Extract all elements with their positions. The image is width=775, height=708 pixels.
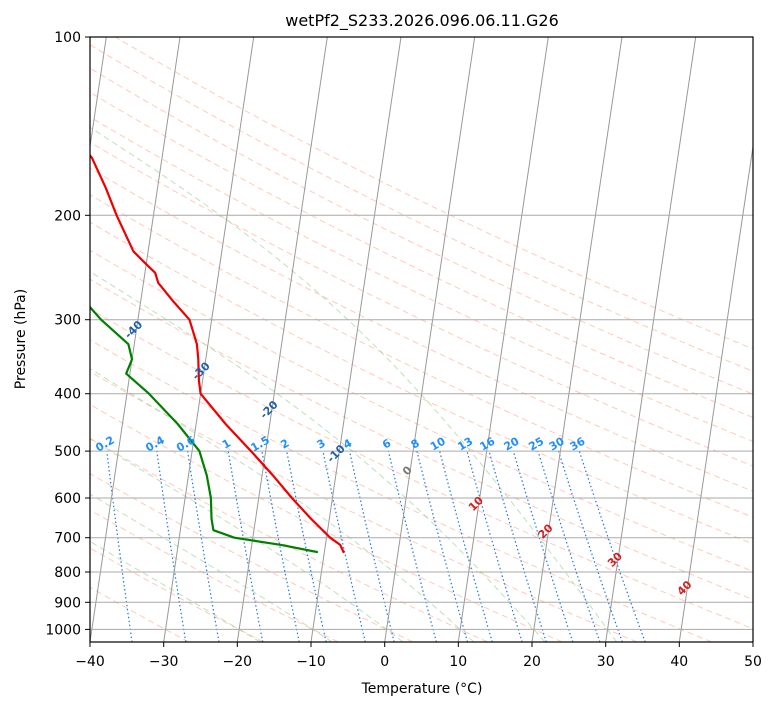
dry-adiabat-line (90, 167, 753, 492)
isotherm-label-warm: 20 (536, 521, 556, 541)
isotherm-label: -50 (55, 276, 78, 299)
moist-adiabat-line (90, 438, 404, 642)
y-tick-label: 300 (54, 313, 81, 329)
isotherm-line (752, 638, 753, 642)
dry-adiabat-line (90, 547, 264, 642)
isotherm-line (605, 37, 697, 642)
mixing-ratio-line (227, 450, 264, 642)
mixing-ratio-line (416, 450, 469, 642)
x-tick-label: −20 (223, 654, 253, 670)
temperature-profile-line (90, 153, 345, 554)
dry-adiabat-line (90, 308, 753, 630)
isotherm-label: -20 (257, 398, 280, 421)
isotherm-label: -60 (0, 235, 10, 258)
isotherm-label: -40 (122, 318, 145, 341)
dry-adiabat-line (90, 371, 638, 642)
mixing-ratio-line (106, 451, 133, 642)
plot-frame (89, 36, 754, 643)
mixing-ratio-line (557, 450, 623, 642)
mixing-ratio-line (322, 450, 366, 642)
x-tick-label: 40 (670, 654, 688, 670)
x-tick-label: 10 (449, 654, 467, 670)
mixing-ratio-line (488, 450, 547, 642)
mixing-ratio-line (578, 450, 646, 642)
isotherm-label-warm: 0 (400, 463, 415, 478)
isotherm-label-warm: 40 (675, 578, 695, 598)
mixing-ratio-line (286, 450, 327, 642)
mixing-ratio-label: 6 (380, 436, 393, 451)
dry-adiabat-line (90, 278, 753, 601)
isotherm-line (90, 37, 107, 150)
moist-adiabat-line (90, 493, 333, 642)
x-tick-label: 20 (523, 654, 541, 670)
mixing-ratio-line (348, 450, 395, 642)
x-axis-label: Temperature (°C) (361, 681, 483, 697)
dry-adiabat-line (90, 67, 753, 395)
isotherm-label: -30 (190, 359, 213, 382)
x-tick-label: −30 (149, 654, 179, 670)
y-tick-label: 900 (54, 595, 81, 611)
x-tick-label: 50 (744, 654, 762, 670)
mixing-ratio-line (512, 450, 574, 642)
mixing-ratio-label: 3 (315, 437, 328, 452)
dry-adiabat-line (90, 141, 753, 467)
y-tick-label: 400 (54, 387, 81, 403)
x-tick-label: −10 (296, 654, 326, 670)
dry-adiabat-line (90, 509, 339, 642)
mixing-ratio-line (187, 451, 220, 642)
mixing-ratio-line (439, 450, 493, 642)
isotherm-line (678, 143, 753, 642)
moist-adiabat-line (90, 126, 618, 642)
y-tick-label: 1000 (45, 622, 81, 638)
dry-adiabat-line (90, 221, 753, 545)
isotherm-line (457, 37, 549, 642)
y-tick-label: 800 (54, 565, 81, 581)
mixing-ratio-line (466, 450, 523, 642)
y-tick-label: 600 (54, 491, 81, 507)
isotherm-line (310, 37, 402, 642)
dry-adiabat-line (90, 437, 488, 642)
isotherm-line (163, 37, 255, 642)
dry-adiabat-line (90, 116, 753, 443)
moist-adiabat-line (90, 271, 546, 642)
chart-title: wetPf2_S233.2026.096.06.11.G26 (285, 11, 559, 31)
mixing-ratio-label: 1 (220, 437, 233, 452)
dry-adiabat-line (90, 473, 414, 642)
x-tick-label: 0 (380, 654, 389, 670)
y-tick-label: 100 (54, 30, 81, 46)
x-tick-label: −40 (75, 654, 105, 670)
dry-adiabat-line (114, 37, 753, 350)
dry-adiabat-line (90, 403, 563, 642)
dewpoint-profile-line (90, 305, 319, 554)
y-tick-label: 200 (54, 208, 81, 224)
y-axis: 100 200 300 400 500 600 700 800 900 1000 (45, 30, 90, 638)
x-axis: −40 −30 −20 −10 0 10 20 30 40 50 (75, 642, 762, 670)
grid-layer (90, 37, 753, 642)
dry-adiabat-line (90, 194, 753, 518)
isotherm-line (90, 37, 181, 642)
mixing-ratio-line (261, 450, 300, 642)
dry-adiabat-line (90, 44, 753, 372)
series-layer (90, 153, 345, 554)
x-tick-label: 30 (597, 654, 615, 670)
isotherm-line (531, 37, 623, 642)
moist-adiabat-line (90, 368, 475, 642)
mixing-ratio-line (537, 450, 601, 642)
mixing-ratio-line (387, 450, 437, 642)
moist-adiabat-line (90, 540, 261, 642)
mixing-ratio-line (156, 451, 187, 642)
isotherm-label-warm: 30 (605, 549, 625, 569)
y-axis-label: Pressure (hPa) (13, 289, 29, 389)
y-tick-label: 500 (54, 444, 81, 460)
y-tick-label: 700 (54, 531, 81, 547)
isotherm-line (384, 37, 476, 642)
